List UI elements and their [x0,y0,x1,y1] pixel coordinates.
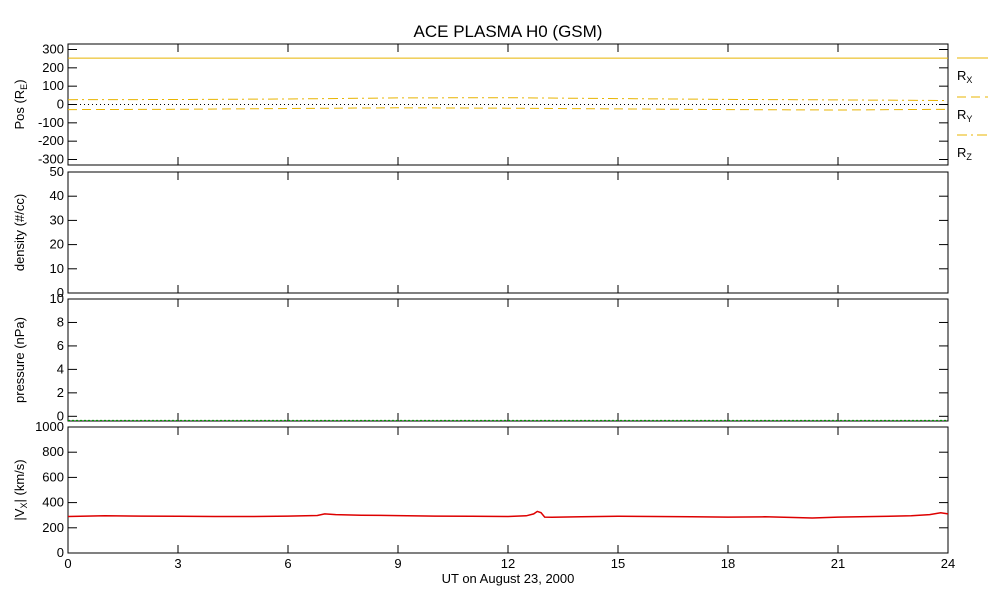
legend-label-main: R [957,145,966,160]
x-tick-label: 18 [721,556,735,571]
panel-velocity: 0 200 400 600 800 1000 0 3 6 9 12 15 18 21 24 |VX| (km/… [12,419,955,571]
legend-label-2: RZ [957,145,972,162]
position-ytick-label: 200 [42,60,64,75]
position-ytick-label: -100 [38,115,64,130]
density-ytick-label: 0 [57,285,64,300]
position-series-1 [67,107,949,111]
position-ytick-label: -300 [38,152,64,167]
pressure-ytick-label: 8 [57,314,64,329]
velocity-series-0 [67,510,949,519]
x-tick-label: 15 [611,556,625,571]
position-ytick-label: 100 [42,78,64,93]
position-ytick-label: 0 [57,97,64,112]
velocity-ytick-label: 200 [42,520,64,535]
x-tick-label: 21 [831,556,845,571]
density-frame [67,171,949,294]
legend-label-main: R [957,107,966,122]
x-axis-label: UT on August 23, 2000 [442,571,575,586]
legend-label-1: RY [957,107,972,124]
x-tick-label: 0 [64,556,71,571]
pressure-ylabel: pressure (nPa) [12,317,27,403]
pressure-frame [67,298,949,422]
panel-density: 0 10 20 30 40 50 density (#/cc) [12,164,949,300]
legend-label-0: RX [957,68,972,85]
density-ytick-label: 40 [50,188,64,203]
pressure-ytick-label: 10 [50,291,64,306]
velocity-ytick-label: 800 [42,444,64,459]
density-ytick-label: 50 [50,164,64,179]
position-ytick-label: 300 [42,42,64,57]
velocity-ylabel-end: | (km/s) [12,459,27,502]
position-ylabel-sub: E [19,84,29,90]
velocity-frame [67,426,949,554]
legend-label-sub: X [966,75,972,85]
density-ytick-label: 30 [50,212,64,227]
velocity-ylabel-main: |V [12,508,27,520]
legend-label-sub: Z [966,152,972,162]
x-tick-label: 9 [394,556,401,571]
position-ylabel: Pos (RE) [12,79,29,129]
legend-label-sub: Y [966,114,972,124]
x-tick-label: 24 [941,556,955,571]
velocity-ylabel-sub: X [19,503,29,509]
pressure-ytick-label: 6 [57,338,64,353]
position-ytick-label: -200 [38,133,64,148]
density-ylabel: density (#/cc) [12,194,27,271]
x-tick-label: 3 [174,556,181,571]
pressure-ytick-label: 2 [57,385,64,400]
velocity-ytick-label: 400 [42,495,64,510]
velocity-ylabel: |VX| (km/s) [12,459,29,520]
x-tick-label: 6 [284,556,291,571]
velocity-ytick-label: 600 [42,469,64,484]
position-ylabel-main: Pos (R [12,90,27,130]
density-ytick-label: 10 [50,261,64,276]
velocity-ytick-label: 0 [57,545,64,560]
panel-pressure: 0 2 4 6 8 10 pressure (nPa) [12,291,949,423]
chart-title: ACE PLASMA H0 (GSM) [414,22,603,41]
x-tick-label: 12 [501,556,515,571]
pressure-ytick-label: 0 [57,408,64,423]
pressure-ytick-label: 4 [57,361,64,376]
legend-label-main: R [957,68,966,83]
position-series-2 [67,97,949,101]
position-ylabel-end: ) [12,79,27,83]
velocity-ytick-label: 1000 [35,419,64,434]
density-ytick-label: 20 [50,237,64,252]
